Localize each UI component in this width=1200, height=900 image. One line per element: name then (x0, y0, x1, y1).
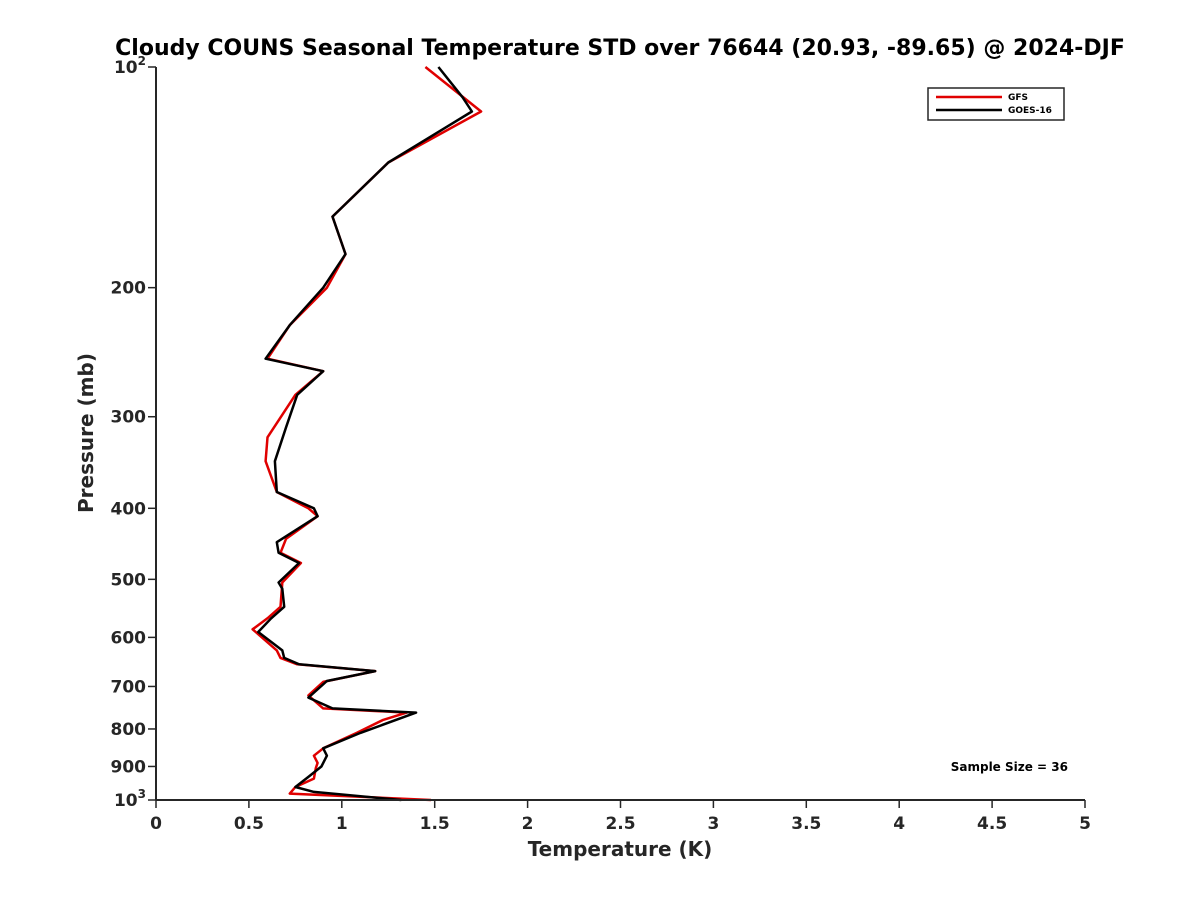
y-tick-label: 102 (114, 54, 146, 78)
x-axis-label: Temperature (K) (528, 837, 713, 861)
x-tick-label: 3 (707, 814, 719, 834)
legend-box (927, 87, 1065, 121)
y-tick-label: 900 (111, 757, 147, 777)
x-tick-label: 2.5 (605, 814, 635, 834)
x-tick-label: 2 (522, 814, 534, 834)
y-tick-label: 400 (111, 499, 147, 519)
y-tick-label: 300 (111, 408, 147, 428)
plot-frame (156, 67, 1085, 800)
plot-area (155, 66, 1085, 802)
series-line-goes16 (256, 66, 474, 802)
y-tick-label: 700 (111, 677, 147, 697)
legend: GFS GOES-16 (927, 87, 1065, 121)
y-tick-label: 800 (111, 720, 147, 740)
y-tick-label: 500 (111, 570, 147, 590)
sample-size-annotation: Sample Size = 36 (951, 760, 1068, 774)
x-tick-label: 5 (1079, 814, 1091, 834)
legend-label-goes16: GOES-16 (1008, 106, 1052, 116)
y-tick-label: 200 (111, 279, 147, 299)
y-axis-label: Pressure (mb) (74, 353, 98, 513)
x-tick-label: 0 (150, 814, 162, 834)
y-tick-label: 103 (114, 787, 146, 811)
y-tick-label: 600 (111, 628, 147, 648)
x-tick-label: 4 (893, 814, 905, 834)
x-tick-label: 4.5 (977, 814, 1007, 834)
legend-label-gfs: GFS (1008, 93, 1028, 103)
series-layer (251, 66, 483, 802)
x-tick-label: 0.5 (234, 814, 264, 834)
x-ticks: 0 0.5 1 1.5 2 2.5 3 3.5 4 4.5 5 (150, 800, 1091, 834)
chart-title: Cloudy COUNS Seasonal Temperature STD ov… (115, 36, 1125, 61)
x-tick-label: 3.5 (791, 814, 821, 834)
y-ticks: 102 200 300 400 500 600 700 800 900 103 (111, 54, 156, 811)
x-tick-label: 1 (336, 814, 348, 834)
x-tick-label: 1.5 (420, 814, 450, 834)
